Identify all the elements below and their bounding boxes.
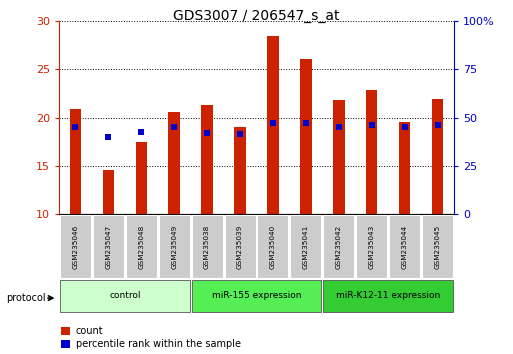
Point <box>71 125 80 130</box>
Text: percentile rank within the sample: percentile rank within the sample <box>76 339 241 349</box>
Point <box>368 122 376 128</box>
Bar <box>399 121 410 214</box>
Text: GSM235047: GSM235047 <box>105 224 111 268</box>
Text: miR-155 expression: miR-155 expression <box>212 291 301 300</box>
Text: protocol: protocol <box>6 293 46 303</box>
Text: GSM235043: GSM235043 <box>369 224 374 268</box>
Bar <box>159 215 190 278</box>
Point <box>137 129 145 135</box>
Bar <box>389 215 420 278</box>
Bar <box>135 142 147 214</box>
Point <box>236 131 244 136</box>
Text: GSM235041: GSM235041 <box>303 224 309 268</box>
Bar <box>422 215 453 278</box>
Bar <box>168 112 180 214</box>
Bar <box>258 215 288 278</box>
Bar <box>225 215 255 278</box>
Point <box>302 120 310 125</box>
Text: count: count <box>76 326 104 336</box>
Point <box>269 121 277 126</box>
Bar <box>70 109 81 214</box>
Text: GSM235039: GSM235039 <box>237 224 243 268</box>
Point <box>170 124 179 130</box>
Point <box>334 125 343 130</box>
Text: GSM235040: GSM235040 <box>270 224 276 268</box>
Bar <box>202 105 213 214</box>
Bar <box>93 215 124 278</box>
Bar <box>60 215 91 278</box>
Bar <box>366 90 378 214</box>
Text: GSM235044: GSM235044 <box>402 224 408 268</box>
Bar <box>234 127 246 214</box>
Bar <box>103 170 114 214</box>
Text: miR-K12-11 expression: miR-K12-11 expression <box>336 291 440 300</box>
Point <box>433 122 442 128</box>
Text: GSM235048: GSM235048 <box>139 224 144 268</box>
Text: GSM235046: GSM235046 <box>72 224 78 268</box>
Bar <box>323 280 453 312</box>
Text: GSM235045: GSM235045 <box>435 224 441 268</box>
Point <box>104 134 112 140</box>
Bar <box>267 36 279 214</box>
Bar <box>333 100 345 214</box>
Bar <box>126 215 157 278</box>
Bar <box>61 340 70 348</box>
Text: GSM235042: GSM235042 <box>336 224 342 268</box>
Bar <box>60 280 190 312</box>
Text: GSM235049: GSM235049 <box>171 224 177 268</box>
Text: GDS3007 / 206547_s_at: GDS3007 / 206547_s_at <box>173 9 340 23</box>
Bar <box>323 215 354 278</box>
Bar <box>432 99 443 214</box>
Bar <box>356 215 387 278</box>
Point <box>203 130 211 135</box>
Bar <box>192 280 321 312</box>
Bar <box>192 215 223 278</box>
Bar <box>290 215 321 278</box>
Bar <box>61 327 70 335</box>
Text: control: control <box>109 291 141 300</box>
Text: GSM235038: GSM235038 <box>204 224 210 268</box>
Point <box>401 124 409 130</box>
Bar <box>300 59 311 214</box>
